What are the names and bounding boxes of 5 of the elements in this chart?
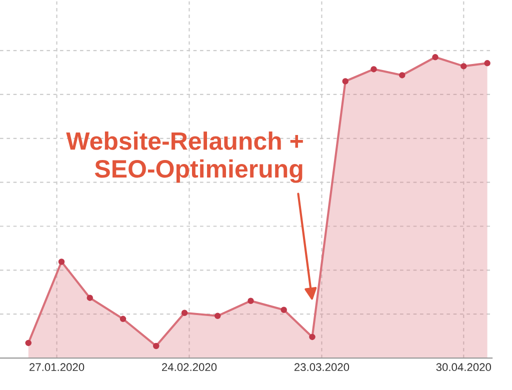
x-tick-label: 23.03.2020 xyxy=(294,363,350,372)
x-tick-label: 30.04.2020 xyxy=(436,363,492,372)
x-tick-label: 27.01.2020 xyxy=(30,363,84,372)
annotation: Website-Relaunch + SEO-Optimierung xyxy=(66,132,303,183)
x-tick-label: 24.02.2020 xyxy=(162,363,217,372)
